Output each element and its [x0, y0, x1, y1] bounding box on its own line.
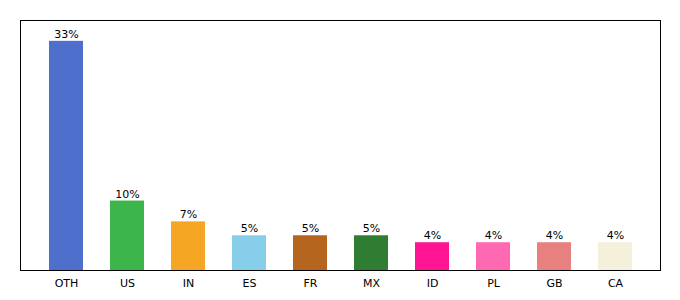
svg-text:MX: MX [363, 277, 380, 290]
svg-text:ID: ID [427, 277, 439, 290]
svg-text:ES: ES [243, 277, 257, 290]
svg-text:5%: 5% [363, 222, 380, 235]
svg-text:PL: PL [487, 277, 501, 290]
svg-text:33%: 33% [54, 28, 78, 41]
svg-text:4%: 4% [424, 229, 441, 242]
svg-text:CA: CA [608, 277, 624, 290]
svg-text:5%: 5% [302, 222, 319, 235]
svg-text:5%: 5% [241, 222, 258, 235]
svg-text:FR: FR [304, 277, 318, 290]
svg-text:US: US [120, 277, 135, 290]
svg-text:OTH: OTH [55, 277, 79, 290]
svg-text:IN: IN [183, 277, 194, 290]
svg-text:10%: 10% [115, 188, 139, 201]
svg-text:7%: 7% [180, 208, 197, 221]
svg-text:GB: GB [546, 277, 562, 290]
svg-text:4%: 4% [546, 229, 563, 242]
svg-text:4%: 4% [607, 229, 624, 242]
svg-text:4%: 4% [485, 229, 502, 242]
